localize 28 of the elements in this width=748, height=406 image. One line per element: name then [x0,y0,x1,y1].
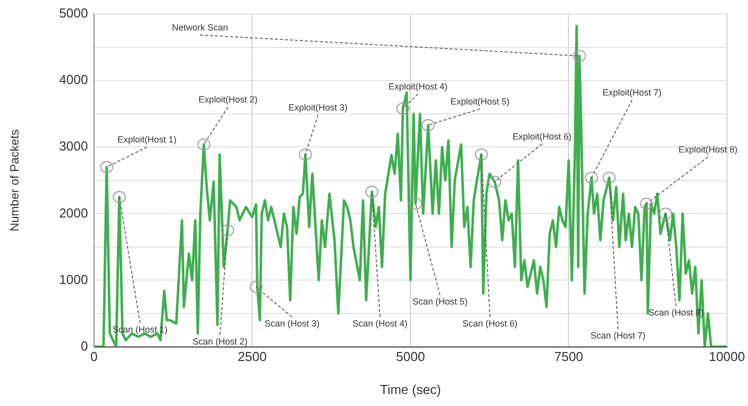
y-tick-label: 5000 [59,6,88,21]
y-tick-label: 1000 [59,272,88,287]
x-tick-label: 10000 [708,349,746,364]
annotation: Exploit(Host 4) [388,81,448,92]
y-tick-label: 4000 [59,72,88,88]
x-tick-label: 5000 [396,349,425,364]
annotation: Exploit(Host 3) [288,102,348,112]
annotation: Scan (Host 7) [590,330,646,340]
y-tick-label: 0 [80,338,88,354]
annotation: Network Scan [172,22,228,32]
x-tick-label: 0 [90,349,98,364]
annotation: Exploit(Host 2) [198,94,258,104]
annotation: Exploit(Host 8) [678,144,738,154]
annotation: Scan (Host 5) [412,296,468,306]
annotation: Exploit(Host 6) [512,131,572,142]
annotation: Exploit(Host 5) [450,96,510,106]
x-tick-label: 2500 [238,349,267,364]
x-axis-title: Time (sec) [380,382,441,397]
annotation: Scan (Host 2) [192,336,248,346]
annotation: Exploit(Host 1) [117,134,177,144]
annotation: Scan (Host 4) [352,318,408,328]
y-tick-label: 2000 [59,205,88,220]
y-axis-title: Number of Packets [8,129,22,232]
y-tick-label: 3000 [59,138,88,154]
annotation: Scan (Host 6) [462,318,518,328]
annotation: Exploit(Host 7) [602,87,662,98]
annotation: Scan (Host 3) [264,318,320,328]
x-tick-label: 7500 [554,349,584,364]
